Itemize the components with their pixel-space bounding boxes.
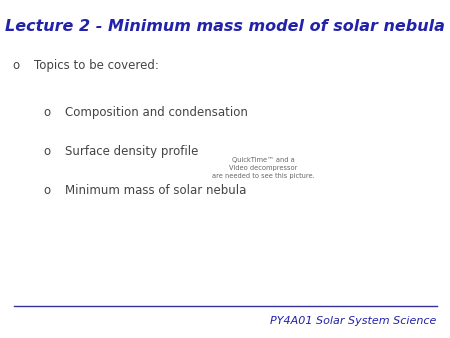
Text: Composition and condensation: Composition and condensation (65, 106, 248, 119)
Text: Topics to be covered:: Topics to be covered: (34, 59, 158, 72)
Text: o: o (44, 106, 51, 119)
Text: o: o (44, 184, 51, 197)
Text: QuickTime™ and a
Video decompressor
are needed to see this picture.: QuickTime™ and a Video decompressor are … (212, 157, 315, 179)
Text: PY4A01 Solar System Science: PY4A01 Solar System Science (270, 316, 436, 326)
Text: o: o (12, 59, 19, 72)
Text: Lecture 2 - Minimum mass model of solar nebula: Lecture 2 - Minimum mass model of solar … (5, 19, 445, 33)
Text: Minimum mass of solar nebula: Minimum mass of solar nebula (65, 184, 247, 197)
Text: o: o (44, 145, 51, 158)
Text: Surface density profile: Surface density profile (65, 145, 198, 158)
